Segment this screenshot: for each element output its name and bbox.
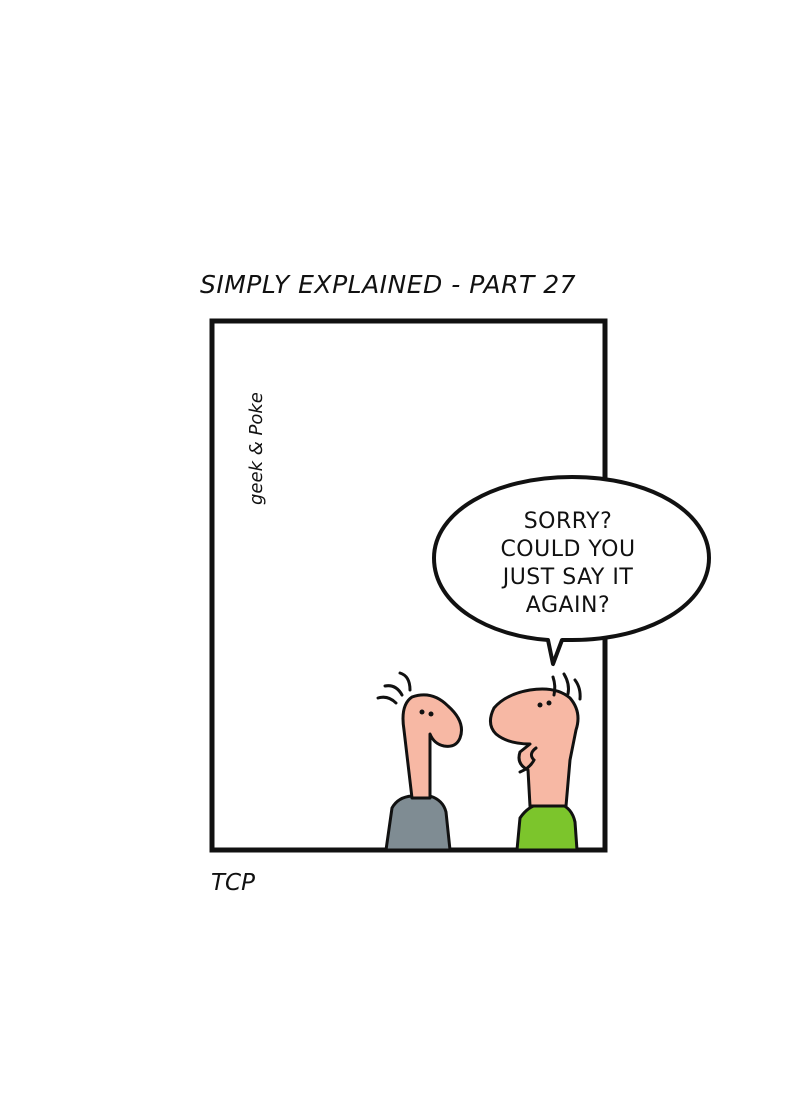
speaker-eye [537, 702, 543, 708]
speaker-hair [573, 678, 582, 701]
speech-bubble-shape [432, 475, 711, 666]
listener-hair [376, 695, 398, 705]
speech-bubble-line: JUST SAY IT [501, 565, 634, 590]
speech-bubble-line: SORRY? [524, 509, 613, 534]
speaker-hair [562, 672, 570, 696]
speech-bubble: SORRY? COULD YOU JUST SAY IT AGAIN? [432, 475, 711, 666]
comic-credit: TCP [211, 870, 255, 896]
character-listener [376, 671, 463, 852]
character-speaker [489, 672, 582, 852]
speaker-eye [546, 700, 552, 706]
listener-shirt [384, 794, 452, 852]
listener-eye [419, 709, 425, 715]
signature: geek & Poke [246, 392, 267, 505]
listener-eye [428, 711, 434, 717]
speaker-mouth [518, 746, 538, 774]
listener-hair [398, 671, 412, 692]
listener-hair [383, 684, 404, 697]
speech-bubble-line: AGAIN? [526, 593, 610, 618]
speaker-hair [551, 675, 557, 697]
speaker-shirt [515, 802, 579, 852]
listener-head [401, 693, 463, 800]
speech-bubble-line: COULD YOU [500, 537, 635, 562]
comic-title: SIMPLY EXPLAINED - PART 27 [200, 270, 577, 299]
